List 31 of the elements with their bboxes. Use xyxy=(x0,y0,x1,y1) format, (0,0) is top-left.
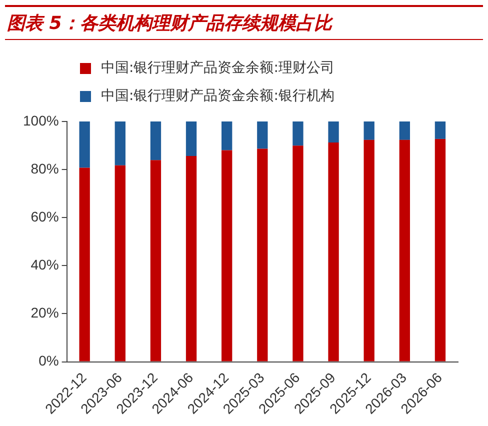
bar xyxy=(434,138,446,362)
bar xyxy=(434,121,446,139)
legend-label: 中国:银行理财产品资金余额:银行机构 xyxy=(101,87,334,105)
y-tick-label: 60% xyxy=(30,208,59,224)
bar xyxy=(186,156,197,362)
bar xyxy=(328,121,339,143)
chart-title: 图表 5：各类机构理财产品存续规模占比 xyxy=(5,5,483,40)
bar xyxy=(292,121,304,146)
bar xyxy=(364,140,374,362)
bar xyxy=(399,121,410,140)
y-tick-label: 20% xyxy=(30,304,59,321)
bar xyxy=(114,165,126,362)
y-tick-label: 0% xyxy=(38,352,59,369)
bar xyxy=(328,142,339,362)
bar xyxy=(257,121,268,149)
bar xyxy=(150,121,162,160)
bar xyxy=(292,146,304,362)
bar xyxy=(399,140,410,362)
bar xyxy=(222,121,232,150)
bar xyxy=(222,150,232,362)
bar xyxy=(79,168,90,362)
bar xyxy=(364,121,374,140)
y-tick-label: 40% xyxy=(30,256,59,272)
bar xyxy=(114,121,126,166)
legend-label: 中国:银行理财产品资金余额:理财公司 xyxy=(101,59,334,77)
bar xyxy=(186,121,197,156)
y-tick-label: 100% xyxy=(22,112,59,128)
bar xyxy=(79,121,90,168)
bar xyxy=(150,160,162,362)
y-tick-label: 80% xyxy=(30,160,59,176)
bar xyxy=(257,148,268,362)
